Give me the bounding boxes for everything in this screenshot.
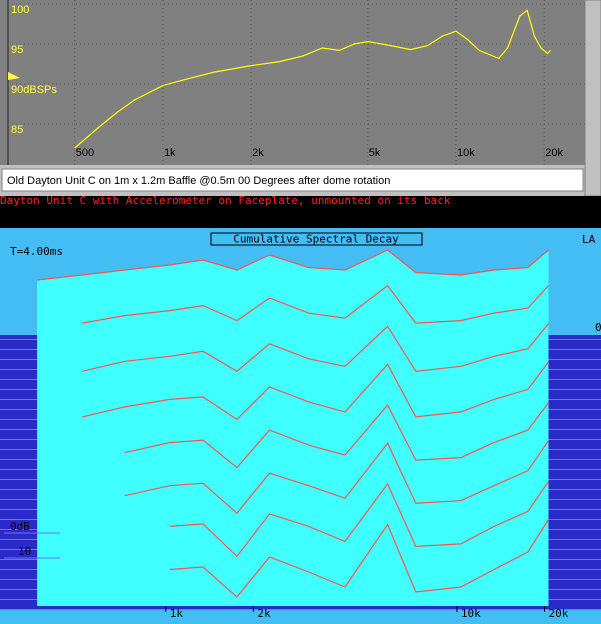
slice-line bbox=[124, 402, 549, 469]
band bbox=[0, 196, 601, 228]
time-label: T=4.00ms bbox=[10, 245, 63, 258]
scrollbar bbox=[584, 0, 601, 197]
plot-title-box bbox=[210, 232, 423, 246]
reference-marker bbox=[8, 72, 20, 80]
plot-area bbox=[0, 0, 585, 165]
x-tick-label: 1k bbox=[170, 607, 184, 620]
slice-line bbox=[169, 481, 549, 558]
x-tick-label: 2k bbox=[252, 147, 264, 159]
x-tick-label: 500 bbox=[76, 147, 94, 159]
y-tick-label: 85 bbox=[11, 124, 23, 136]
caption: Old Dayton Unit C on 1m x 1.2m Baffle @0… bbox=[7, 175, 390, 187]
slice-fill bbox=[169, 519, 549, 606]
x-tick-label: 20k bbox=[545, 147, 563, 159]
x-tick-label: 5k bbox=[369, 147, 381, 159]
x-tick-label: 10k bbox=[461, 607, 481, 620]
csd-title: Dayton Unit C with Accelerometer on Face… bbox=[0, 194, 451, 207]
slice-line bbox=[169, 519, 550, 598]
response-line bbox=[74, 9, 551, 149]
y-tick-label: 90dBSPs bbox=[11, 84, 57, 96]
slice-line bbox=[82, 361, 549, 421]
x-tick-label: 10k bbox=[457, 147, 475, 159]
x-tick-label: 1k bbox=[164, 147, 176, 159]
slice-line bbox=[37, 249, 549, 281]
y-tick-label: 0dB bbox=[10, 520, 30, 533]
status-bar bbox=[1, 168, 584, 192]
side-label: 0 bbox=[595, 321, 601, 334]
slice-line bbox=[82, 284, 549, 324]
slice-line bbox=[124, 440, 549, 515]
slice-line bbox=[82, 323, 549, 373]
x-tick-label: 20k bbox=[548, 607, 568, 620]
corner-label: LA bbox=[582, 233, 596, 246]
y-tick-label: 100 bbox=[11, 4, 29, 16]
y-tick-label: 10 bbox=[18, 545, 31, 558]
y-tick-label: 95 bbox=[11, 44, 23, 56]
x-tick-label: 2k bbox=[257, 607, 271, 620]
plot-title: Cumulative Spectral Decay bbox=[233, 233, 399, 246]
